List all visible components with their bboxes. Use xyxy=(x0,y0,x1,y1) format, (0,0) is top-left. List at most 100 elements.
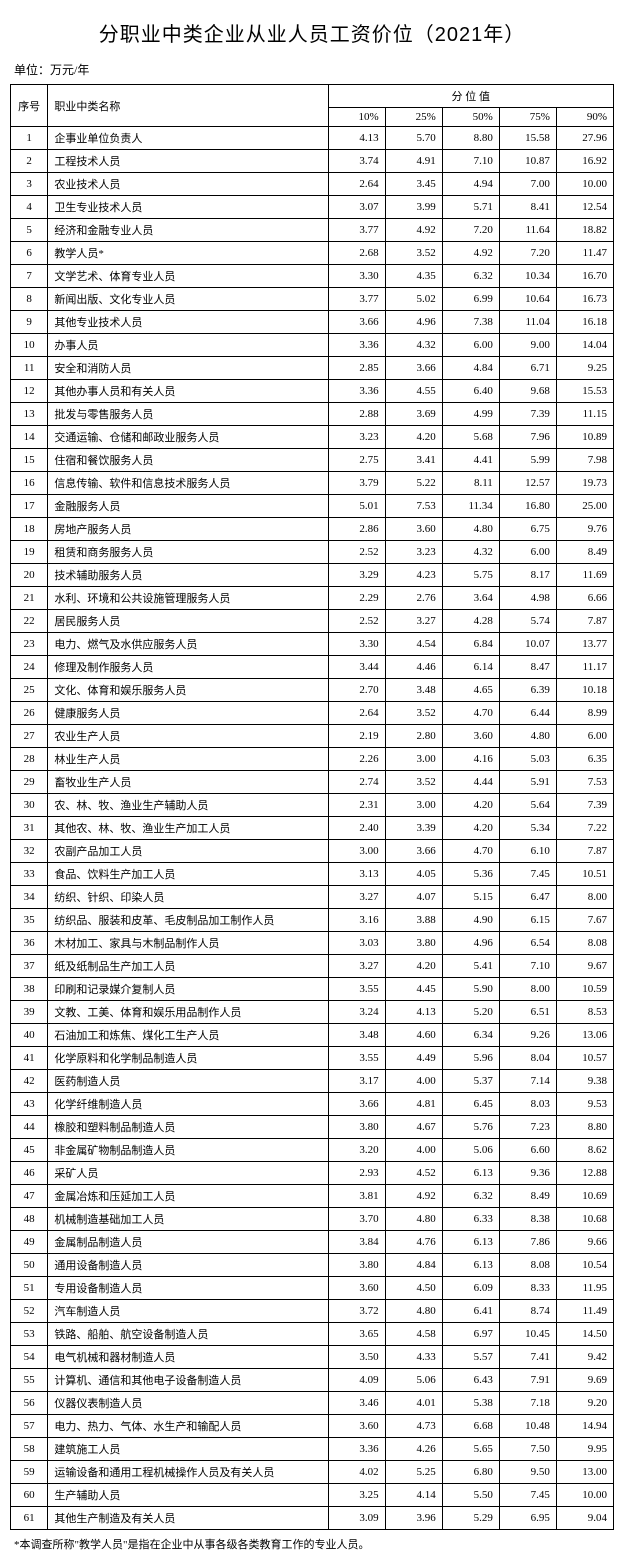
table-row: 53铁路、船舶、航空设备制造人员3.654.586.9710.4514.50 xyxy=(11,1323,614,1346)
cell-name: 卫生专业技术人员 xyxy=(48,196,328,219)
cell-p50: 5.41 xyxy=(442,955,499,978)
cell-p25: 3.23 xyxy=(385,541,442,564)
cell-name: 医药制造人员 xyxy=(48,1070,328,1093)
cell-p25: 4.46 xyxy=(385,656,442,679)
cell-p90: 7.87 xyxy=(556,840,613,863)
table-row: 11安全和消防人员2.853.664.846.719.25 xyxy=(11,357,614,380)
cell-p10: 3.13 xyxy=(328,863,385,886)
cell-p25: 3.99 xyxy=(385,196,442,219)
cell-p50: 4.16 xyxy=(442,748,499,771)
cell-p50: 4.20 xyxy=(442,817,499,840)
cell-p25: 4.32 xyxy=(385,334,442,357)
header-p25: 25% xyxy=(385,108,442,127)
cell-p75: 6.75 xyxy=(499,518,556,541)
cell-name: 计算机、通信和其他电子设备制造人员 xyxy=(48,1369,328,1392)
cell-index: 53 xyxy=(11,1323,48,1346)
cell-index: 4 xyxy=(11,196,48,219)
cell-p50: 6.13 xyxy=(442,1254,499,1277)
cell-p75: 8.41 xyxy=(499,196,556,219)
cell-p75: 12.57 xyxy=(499,472,556,495)
footnote: *本调查所称"教学人员"是指在企业中从事各级各类教育工作的专业人员。 xyxy=(10,1536,614,1552)
cell-name: 电力、燃气及水供应服务人员 xyxy=(48,633,328,656)
cell-index: 60 xyxy=(11,1484,48,1507)
cell-p25: 5.06 xyxy=(385,1369,442,1392)
cell-p25: 4.80 xyxy=(385,1300,442,1323)
cell-p75: 8.00 xyxy=(499,978,556,1001)
cell-p25: 5.25 xyxy=(385,1461,442,1484)
cell-p90: 16.92 xyxy=(556,150,613,173)
cell-name: 印刷和记录媒介复制人员 xyxy=(48,978,328,1001)
cell-p10: 2.40 xyxy=(328,817,385,840)
cell-p50: 8.80 xyxy=(442,127,499,150)
cell-p50: 4.20 xyxy=(442,794,499,817)
cell-name: 建筑施工人员 xyxy=(48,1438,328,1461)
cell-index: 52 xyxy=(11,1300,48,1323)
cell-p90: 27.96 xyxy=(556,127,613,150)
cell-p50: 5.06 xyxy=(442,1139,499,1162)
table-header: 序号 职业中类名称 分 位 值 10% 25% 50% 75% 90% xyxy=(11,85,614,127)
cell-p25: 3.52 xyxy=(385,702,442,725)
cell-p75: 7.45 xyxy=(499,1484,556,1507)
cell-p90: 16.73 xyxy=(556,288,613,311)
cell-index: 23 xyxy=(11,633,48,656)
cell-p75: 7.41 xyxy=(499,1346,556,1369)
cell-p10: 3.66 xyxy=(328,1093,385,1116)
table-row: 47金属冶炼和压延加工人员3.814.926.328.4910.69 xyxy=(11,1185,614,1208)
cell-index: 22 xyxy=(11,610,48,633)
table-row: 8新闻出版、文化专业人员3.775.026.9910.6416.73 xyxy=(11,288,614,311)
table-row: 17金融服务人员5.017.5311.3416.8025.00 xyxy=(11,495,614,518)
cell-index: 6 xyxy=(11,242,48,265)
cell-p50: 6.45 xyxy=(442,1093,499,1116)
table-row: 13批发与零售服务人员2.883.694.997.3911.15 xyxy=(11,403,614,426)
cell-p75: 7.10 xyxy=(499,955,556,978)
cell-p75: 16.80 xyxy=(499,495,556,518)
cell-p50: 6.80 xyxy=(442,1461,499,1484)
cell-p50: 3.64 xyxy=(442,587,499,610)
cell-p90: 9.38 xyxy=(556,1070,613,1093)
cell-index: 2 xyxy=(11,150,48,173)
cell-p10: 3.07 xyxy=(328,196,385,219)
cell-p25: 3.48 xyxy=(385,679,442,702)
table-row: 26健康服务人员2.643.524.706.448.99 xyxy=(11,702,614,725)
cell-p25: 3.00 xyxy=(385,748,442,771)
cell-p50: 7.10 xyxy=(442,150,499,173)
cell-index: 39 xyxy=(11,1001,48,1024)
table-row: 52汽车制造人员3.724.806.418.7411.49 xyxy=(11,1300,614,1323)
cell-p10: 2.52 xyxy=(328,610,385,633)
cell-p90: 14.50 xyxy=(556,1323,613,1346)
cell-p75: 5.99 xyxy=(499,449,556,472)
cell-p90: 6.35 xyxy=(556,748,613,771)
cell-p50: 6.99 xyxy=(442,288,499,311)
cell-p90: 9.66 xyxy=(556,1231,613,1254)
cell-p75: 10.34 xyxy=(499,265,556,288)
cell-p90: 7.22 xyxy=(556,817,613,840)
cell-p90: 11.69 xyxy=(556,564,613,587)
cell-p75: 6.60 xyxy=(499,1139,556,1162)
cell-name: 铁路、船舶、航空设备制造人员 xyxy=(48,1323,328,1346)
cell-p25: 4.73 xyxy=(385,1415,442,1438)
cell-p25: 3.45 xyxy=(385,173,442,196)
cell-p75: 5.64 xyxy=(499,794,556,817)
table-row: 4卫生专业技术人员3.073.995.718.4112.54 xyxy=(11,196,614,219)
cell-p90: 10.18 xyxy=(556,679,613,702)
cell-name: 教学人员* xyxy=(48,242,328,265)
cell-p25: 4.33 xyxy=(385,1346,442,1369)
cell-name: 橡胶和塑料制品制造人员 xyxy=(48,1116,328,1139)
cell-p25: 4.60 xyxy=(385,1024,442,1047)
cell-index: 44 xyxy=(11,1116,48,1139)
cell-p90: 16.18 xyxy=(556,311,613,334)
table-row: 27农业生产人员2.192.803.604.806.00 xyxy=(11,725,614,748)
cell-p75: 7.45 xyxy=(499,863,556,886)
cell-p50: 5.38 xyxy=(442,1392,499,1415)
cell-p90: 6.66 xyxy=(556,587,613,610)
cell-p25: 4.96 xyxy=(385,311,442,334)
cell-p50: 6.41 xyxy=(442,1300,499,1323)
cell-p10: 4.02 xyxy=(328,1461,385,1484)
cell-name: 其他农、林、牧、渔业生产加工人员 xyxy=(48,817,328,840)
header-p90: 90% xyxy=(556,108,613,127)
cell-p25: 4.07 xyxy=(385,886,442,909)
cell-p50: 7.38 xyxy=(442,311,499,334)
cell-p90: 11.47 xyxy=(556,242,613,265)
cell-p50: 6.40 xyxy=(442,380,499,403)
cell-p90: 25.00 xyxy=(556,495,613,518)
